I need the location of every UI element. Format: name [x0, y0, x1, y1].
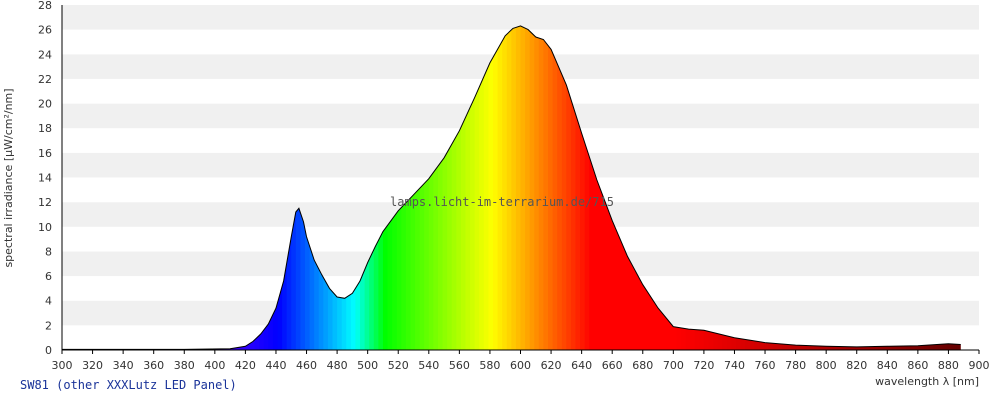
x-tick-label: 740 [724, 359, 745, 372]
spectrum-stripe [465, 25, 471, 350]
spectrum-stripe [529, 25, 535, 350]
chart-caption: SW81 (other XXXLutz LED Panel) [20, 378, 237, 392]
y-tick-label: 0 [45, 344, 52, 357]
spectrum-stripe [488, 25, 494, 350]
x-tick-label: 840 [877, 359, 898, 372]
y-tick-label: 22 [38, 73, 52, 86]
spectrum-stripe [580, 25, 586, 350]
x-tick-label: 540 [418, 359, 439, 372]
spectrum-stripe [502, 25, 508, 350]
spectrum-stripe [538, 25, 545, 350]
spectrum-stripe [561, 25, 567, 350]
y-tick-label: 24 [38, 48, 52, 61]
x-tick-label: 520 [388, 359, 409, 372]
spectrum-stripe [460, 25, 467, 350]
spectrum-stripe [470, 25, 476, 350]
spectrum-stripe [497, 25, 503, 350]
spectrum-stripe [492, 25, 499, 350]
y-tick-label: 26 [38, 24, 52, 37]
x-tick-label: 640 [571, 359, 592, 372]
x-tick-label: 800 [816, 359, 837, 372]
y-tick-label: 4 [45, 295, 52, 308]
spectrum-stripe [442, 25, 448, 350]
x-tick-label: 400 [204, 359, 225, 372]
x-tick-label: 560 [449, 359, 470, 372]
x-tick-label: 620 [541, 359, 562, 372]
spectrum-stripe [511, 25, 517, 350]
spectrum-stripe [419, 25, 425, 350]
x-tick-label: 480 [327, 359, 348, 372]
spectrum-stripe [584, 25, 590, 350]
x-tick-label: 460 [296, 359, 317, 372]
spectrum-stripe [433, 25, 439, 350]
spectrum-stripe [534, 25, 540, 350]
spectrum-stripe [525, 25, 531, 350]
spectrum-stripe [437, 25, 444, 350]
y-tick-label: 8 [45, 245, 52, 258]
x-tick-label: 440 [265, 359, 286, 372]
spectrum-stripe [557, 25, 563, 350]
spectrum-stripe [552, 25, 558, 350]
spectrum-stripe [451, 25, 457, 350]
watermark: lamps.licht-im-terrarium.de/715 [390, 195, 614, 209]
x-tick-label: 660 [602, 359, 623, 372]
x-tick-label: 360 [143, 359, 164, 372]
x-tick-label: 320 [82, 359, 103, 372]
x-tick-label: 720 [693, 359, 714, 372]
y-tick-label: 20 [38, 98, 52, 111]
x-tick-label: 580 [479, 359, 500, 372]
y-tick-label: 14 [38, 172, 52, 185]
x-tick-label: 880 [938, 359, 959, 372]
y-tick-label: 6 [45, 270, 52, 283]
series-line [62, 25, 961, 350]
y-tick-label: 18 [38, 122, 52, 135]
x-tick-label: 900 [969, 359, 990, 372]
x-tick-label: 760 [755, 359, 776, 372]
y-tick-label: 16 [38, 147, 52, 160]
x-tick-label: 600 [510, 359, 531, 372]
x-axis-title: wavelength λ [nm] [875, 375, 979, 388]
spectrum-stripe [520, 25, 526, 350]
x-tick-label: 780 [785, 359, 806, 372]
spectrum-stripe [589, 25, 595, 350]
y-tick-label: 2 [45, 319, 52, 332]
spectrum-stripe [479, 25, 485, 350]
spectrum-stripe [593, 25, 600, 350]
x-tick-label: 700 [663, 359, 684, 372]
spectrum-stripe [548, 25, 554, 350]
y-tick-label: 10 [38, 221, 52, 234]
x-tick-label: 820 [846, 359, 867, 372]
spectrum-stripe [575, 25, 581, 350]
spectrum-stripe [424, 25, 430, 350]
x-tick-labels: 300 320 340 360 380 400 420 440 460 480 500 520 540 5… [52, 350, 990, 372]
spectrum-stripe [506, 25, 512, 350]
spectrum-stripe [570, 25, 577, 350]
x-tick-label: 300 [52, 359, 73, 372]
x-tick-label: 420 [235, 359, 256, 372]
y-tick-label: 28 [38, 0, 52, 12]
spectrum-stripe [447, 25, 453, 350]
spectrum-stripe [474, 25, 480, 350]
spectrum-stripe [543, 25, 549, 350]
spectrum-stripe [566, 25, 572, 350]
spectrum-stripe [483, 25, 490, 350]
x-tick-label: 680 [632, 359, 653, 372]
spectrum-stripe [456, 25, 462, 350]
spectrum-stripe [515, 25, 522, 350]
x-tick-label: 340 [113, 359, 134, 372]
x-tick-label: 380 [174, 359, 195, 372]
spectrum-stripe [428, 25, 434, 350]
x-tick-label: 500 [357, 359, 378, 372]
x-tick-label: 860 [907, 359, 928, 372]
y-axis-title: spectral irradiance [µW/cm²/nm] [2, 88, 15, 267]
y-tick-label: 12 [38, 196, 52, 209]
